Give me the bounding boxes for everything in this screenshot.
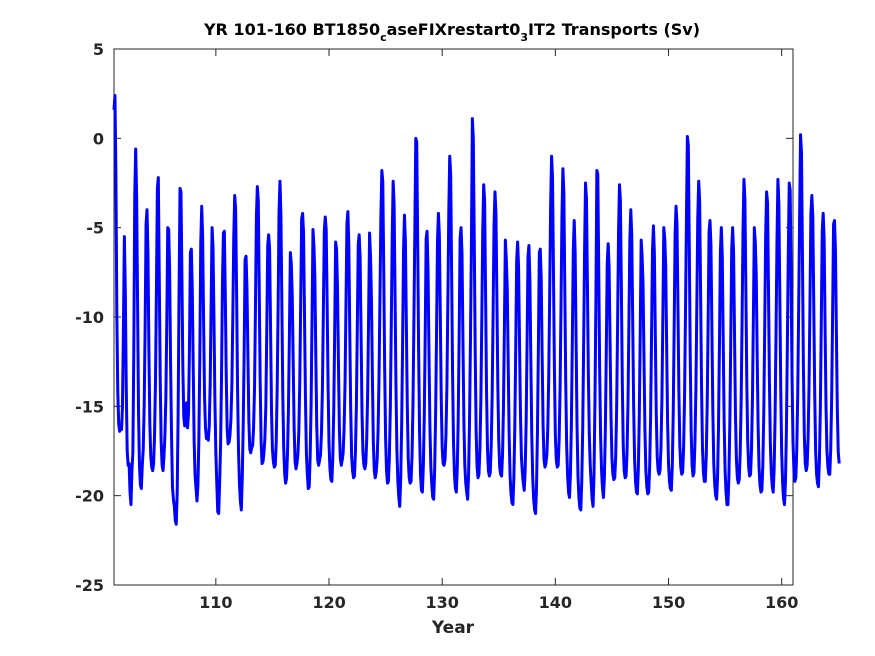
x-tick-label: 130 — [425, 593, 458, 612]
tick-labels: 110 120 130 140 150 160 5 0 -5 -10 -15 -20 -25 — [75, 40, 798, 612]
y-tick-label: 5 — [93, 40, 104, 59]
chart-title-subscript1: c — [380, 31, 387, 44]
x-tick-label: 160 — [765, 593, 798, 612]
x-axis-label: Year — [431, 618, 475, 638]
series-line — [112, 93, 841, 526]
y-tick-label: -10 — [75, 308, 104, 327]
y-tick-label: -20 — [75, 487, 104, 506]
series-group — [112, 93, 841, 526]
chart-title-subscript2: 3 — [520, 31, 528, 44]
x-tick-label: 140 — [539, 593, 572, 612]
x-tick-label: 120 — [312, 593, 345, 612]
chart-title-part2: aseFIXrestart0 — [387, 20, 521, 39]
y-tick-label: -5 — [86, 219, 104, 238]
chart-title-part3: IT2 Transports (Sv) — [528, 20, 700, 39]
y-tick-label: 0 — [93, 129, 104, 148]
chart-title: YR 101-160 BT1850caseFIXrestart03IT2 Tra… — [203, 20, 700, 44]
y-tick-label: -15 — [75, 397, 104, 416]
y-tick-label: -25 — [75, 576, 104, 595]
x-tick-label: 150 — [652, 593, 685, 612]
x-tick-label: 110 — [199, 593, 232, 612]
chart-title-part1: YR 101-160 BT1850 — [203, 20, 380, 39]
